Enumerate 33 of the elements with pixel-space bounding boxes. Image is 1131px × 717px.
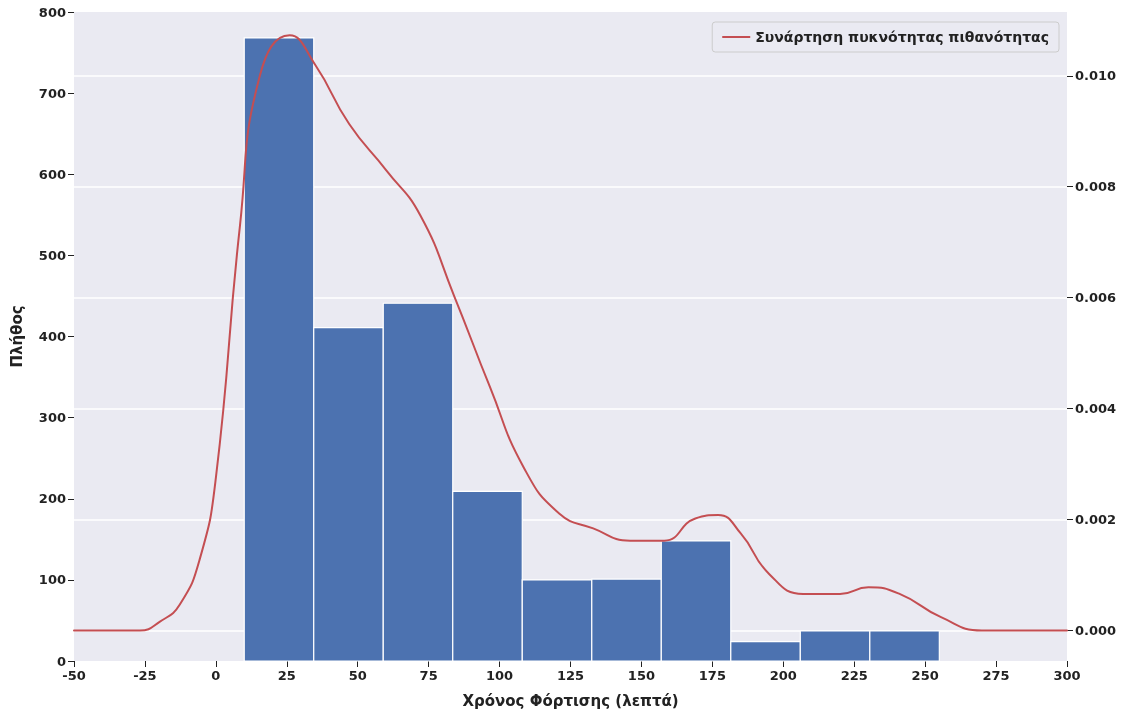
x-tick-label: 300: [1053, 668, 1081, 683]
x-tick-label: 200: [769, 668, 797, 683]
x-tick-label: 175: [698, 668, 726, 683]
x-tick-label: 150: [627, 668, 655, 683]
x-tick-label: 50: [348, 668, 367, 683]
y-tick-label: 0: [56, 653, 66, 669]
y2-tick-label: 0.008: [1075, 179, 1117, 195]
x-tick-label: 100: [486, 668, 514, 683]
x-tick-label: 75: [419, 668, 438, 683]
x-tick-label: 125: [556, 668, 585, 683]
x-tick-label: 25: [277, 668, 296, 683]
y2-tick-label: 0.000: [1075, 622, 1117, 638]
y2-tick-label: 0.004: [1075, 401, 1117, 417]
y-tick-label: 600: [38, 166, 66, 182]
x-tick-label: 225: [840, 668, 868, 683]
y2-tick-label: 0.010: [1075, 68, 1117, 84]
y-tick-label: 300: [38, 410, 66, 426]
x-tick-label: 250: [911, 668, 939, 683]
x-tick-label: 275: [982, 668, 1010, 683]
y2-tick-label: 0.002: [1075, 512, 1117, 528]
x-tick-label: -25: [133, 668, 157, 683]
y-axis-title: Πλήθος: [7, 305, 26, 368]
y2-tick-label: 0.006: [1075, 290, 1117, 306]
legend-label: Συνάρτηση πυκνότητας πιθανότητας: [755, 29, 1050, 45]
y-tick-label: 700: [38, 85, 66, 101]
x-tick-label: 0: [211, 668, 221, 683]
y-tick-label: 500: [38, 247, 66, 263]
y-tick-label: 400: [38, 329, 66, 344]
y-tick-label: 100: [38, 572, 66, 588]
y-tick-label: 800: [38, 4, 66, 20]
x-tick-label: -50: [62, 668, 86, 683]
x-axis-title: Χρόνος Φόρτισης (λεπτά): [462, 691, 679, 710]
y-tick-label: 200: [38, 491, 66, 507]
